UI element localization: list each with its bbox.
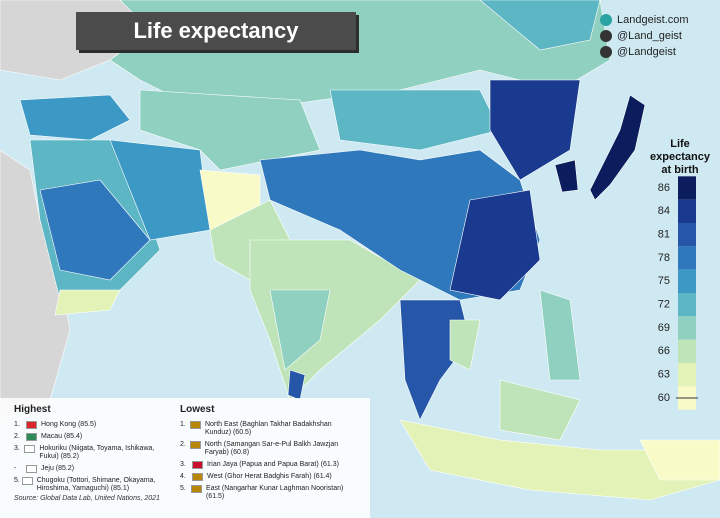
legend-title-line: Life	[670, 138, 690, 150]
list-item: - Jeju (85.2)	[14, 465, 174, 473]
legend-tick-label: 84	[658, 205, 670, 217]
item-text: Chugoku (Tottori, Shimane, Okayama, Hiro…	[36, 477, 156, 492]
legend-tick-label: 81	[658, 229, 670, 241]
flag	[192, 473, 203, 481]
legend-swatch	[678, 363, 696, 387]
legend-title: Life expectancy at birth	[640, 138, 720, 177]
title: Life expectancy	[76, 12, 356, 50]
legend-title-line: expectancy	[650, 151, 710, 163]
legend-bar: 86 84 81 78 75 72 69 66 63 60	[658, 176, 698, 410]
list-item: 1. Hong Kong (85.5)	[14, 421, 174, 429]
list-heading: Lowest	[180, 404, 215, 415]
social-handle: @Landgeist	[600, 44, 689, 60]
flag	[26, 465, 37, 473]
item-text: East (Nangarhar Kunar Laghman Nooristan)…	[205, 485, 344, 500]
social-handle: @Land_geist	[600, 28, 689, 44]
rank: 3.	[14, 445, 20, 452]
legend-tick-label: 72	[658, 299, 670, 311]
rank: 4.	[180, 473, 186, 480]
list-item: 2. North (Samangan Sar-e-Pul Balkh Jawzja…	[180, 441, 350, 457]
source: Source: Global Data Lab, United Nations,…	[14, 495, 160, 502]
legend-tick-label: 86	[658, 182, 670, 194]
list-item: 2. Macau (85.4)	[14, 433, 174, 441]
legend-tick-label: 63	[658, 369, 670, 381]
legend-tick-label: 60	[658, 392, 670, 404]
legend-tick-label: 78	[658, 252, 670, 264]
rank: 2.	[180, 441, 186, 448]
list-item: 4. West (Ghor Herat Badghis Farah) (61.4)	[180, 473, 350, 481]
rank: -	[14, 465, 17, 472]
flag	[26, 433, 37, 441]
legend-swatch	[678, 199, 696, 223]
rank: 5.	[180, 485, 186, 492]
social-handle: Landgeist.com	[600, 12, 689, 28]
list-item: 3. Hokuriku (Niigata, Toyama, Ishikawa, F…	[14, 445, 174, 461]
flag	[192, 461, 203, 469]
rank: 2.	[14, 433, 20, 440]
legend-swatch	[678, 246, 696, 270]
rank: 1.	[180, 421, 186, 428]
legend-tick-label: 66	[658, 345, 670, 357]
legend-swatch	[678, 176, 696, 200]
legend-swatch	[678, 316, 696, 340]
legend-tick-label: 75	[658, 275, 670, 287]
legend-swatch	[678, 269, 696, 293]
item-text: Macau (85.4)	[41, 433, 83, 440]
flag	[26, 421, 37, 429]
flag	[189, 421, 201, 429]
lowest-list: Lowest 1. North East (Baghlan Takhar Bada…	[180, 404, 350, 505]
list-heading: Highest	[14, 404, 51, 415]
flag	[189, 441, 201, 449]
list-item: 1. North East (Baghlan Takhar Badakhshan …	[180, 421, 350, 437]
social-links: Landgeist.com @Land_geist @Landgeist	[600, 12, 689, 60]
legend-swatch	[678, 339, 696, 363]
item-text: Irian Jaya (Papua and Papua Barat) (61.3…	[207, 461, 339, 468]
rank: 3.	[180, 461, 186, 468]
legend-swatch	[678, 223, 696, 247]
list-item: 3. Irian Jaya (Papua and Papua Barat) (61…	[180, 461, 350, 469]
list-item: 5. East (Nangarhar Kunar Laghman Noorista…	[180, 485, 350, 501]
flag	[24, 445, 36, 453]
highest-list: Highest 1. Hong Kong (85.5) 2. Macau (85.4)…	[14, 404, 174, 497]
item-text: West (Ghor Herat Badghis Farah) (61.4)	[207, 473, 332, 480]
item-text: Hong Kong (85.5)	[41, 421, 97, 428]
flag	[21, 477, 33, 485]
flag	[190, 485, 202, 493]
rank: 1.	[14, 421, 20, 428]
legend-tick-label: 69	[658, 322, 670, 334]
item-text: Hokuriku (Niigata, Toyama, Ishikawa, Fuk…	[39, 445, 155, 460]
list-item: 5. Chugoku (Tottori, Shimane, Okayama, Hi…	[14, 477, 174, 493]
item-text: Jeju (85.2)	[41, 465, 75, 472]
rank: 5.	[14, 477, 20, 484]
item-text: North (Samangan Sar-e-Pul Balkh Jawzjan …	[204, 441, 339, 456]
legend-swatch	[678, 293, 696, 317]
item-text: North East (Baghlan Takhar Badakhshan Ku…	[204, 421, 332, 436]
legend-title-line: at birth	[661, 164, 699, 176]
